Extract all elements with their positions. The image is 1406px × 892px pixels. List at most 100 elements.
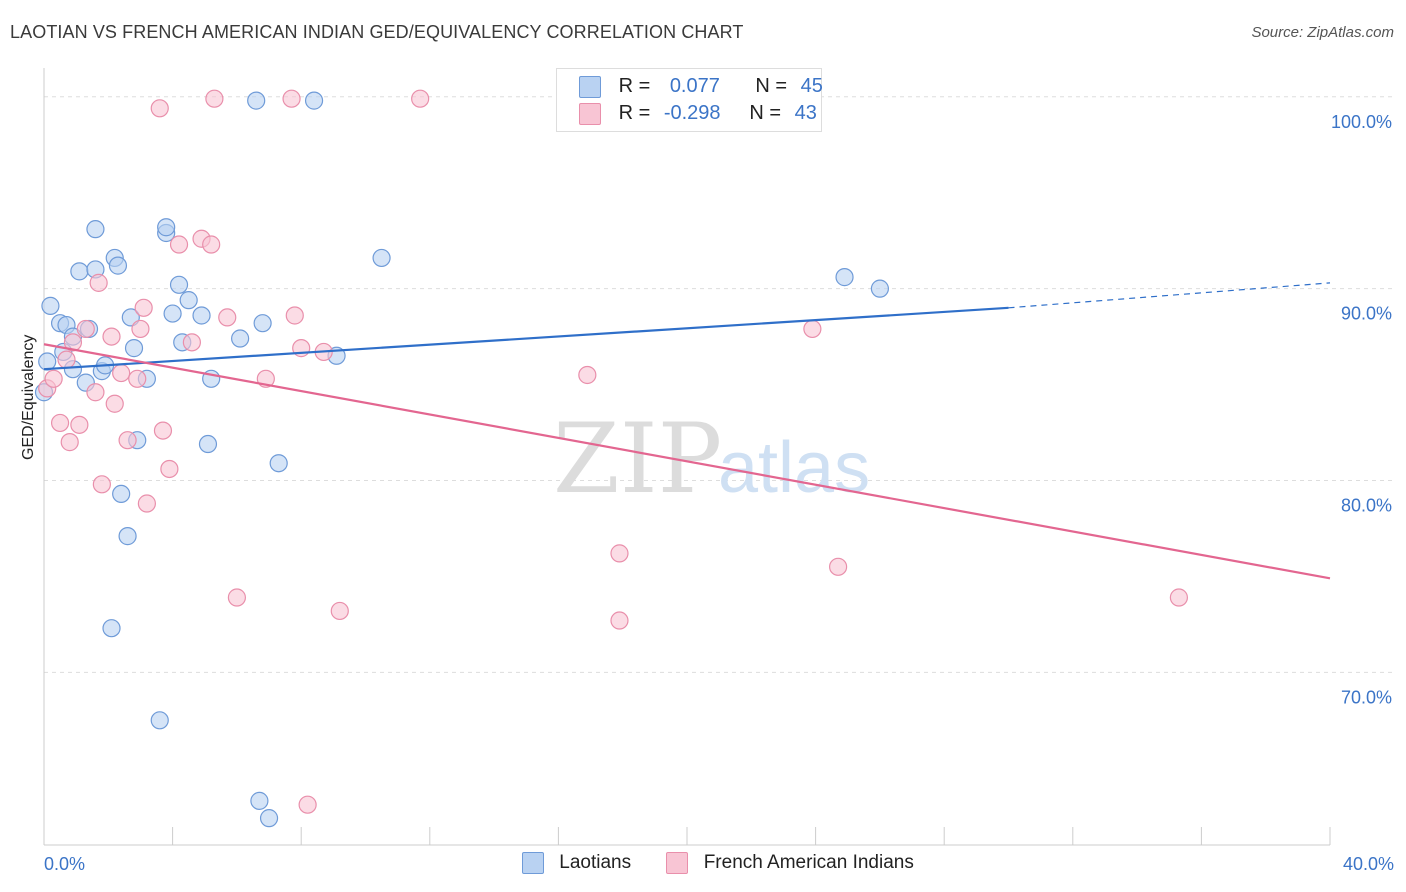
laotian-point — [124, 339, 144, 358]
french-american-indian-point — [86, 383, 105, 402]
laotian-point — [192, 306, 211, 325]
french-american-indian-point — [50, 413, 70, 433]
laotian-point — [198, 434, 218, 454]
laotian-point — [102, 619, 121, 638]
x-tick-label: 0.0% — [44, 854, 85, 874]
french-american-indian-point — [330, 601, 349, 621]
series-legend-laotians[interactable]: Laotians — [522, 852, 631, 874]
legend-r-value-laotians: 0.077 — [669, 75, 720, 98]
laotian-point — [70, 262, 89, 281]
french-american-indian-point — [118, 431, 137, 450]
french-american-indian-point — [205, 89, 224, 108]
source-credit: Source: ZipAtlas.com — [1251, 24, 1394, 41]
correlation-legend: R = 0.077 N = 45 R = -0.298 N = 43 — [556, 68, 823, 132]
series-legend: Laotians French American Indians — [522, 852, 944, 874]
french-american-indians-legend-swatch-icon — [666, 852, 689, 874]
french-american-indian-point — [285, 306, 304, 325]
laotian-point — [259, 809, 279, 828]
laotian-point — [247, 91, 266, 110]
laotians-legend-swatch-icon — [522, 852, 544, 874]
french-american-indians-swatch-icon — [579, 102, 601, 125]
french-american-indian-point — [218, 308, 237, 327]
laotian-point — [231, 329, 250, 348]
french-american-indian-point — [63, 333, 83, 352]
laotians-trendline-extension — [1008, 282, 1331, 309]
french-american-indian-point — [134, 298, 153, 317]
french-american-indian-point — [227, 588, 246, 607]
laotian-point — [835, 268, 854, 287]
laotian-point — [304, 91, 324, 110]
french-american-indian-point — [610, 611, 629, 630]
laotian-point — [870, 279, 890, 298]
french-american-indian-point — [112, 363, 131, 383]
y-axis-title-wrap: GED/Equivalency — [20, 335, 38, 460]
legend-n-value-laotians: 45 — [800, 75, 823, 98]
french-american-indian-point — [153, 421, 173, 440]
french-american-indian-point — [610, 544, 629, 563]
laotian-point — [112, 484, 131, 504]
x-tick-label: 40.0% — [1343, 854, 1394, 874]
legend-n-label: N = — [749, 102, 782, 125]
french-american-indian-point — [60, 433, 79, 452]
french-american-indian-point — [829, 557, 848, 576]
series-legend-french-american-indians-label: French American Indians — [703, 852, 914, 873]
french-american-indian-point — [89, 273, 108, 292]
legend-r-label: R = — [618, 75, 651, 98]
laotian-point — [108, 256, 128, 275]
legend-n-value-french-american-indians: 43 — [794, 102, 817, 125]
french-american-indian-point — [44, 369, 63, 388]
french-american-indian-point — [137, 494, 156, 513]
french-american-indian-point — [160, 459, 179, 479]
axis-layer — [43, 68, 1331, 846]
french-american-indian-point — [92, 475, 111, 494]
legend-row-french-american-indians: R = -0.298 N = 43 — [579, 102, 817, 126]
watermark-atlas: atlas — [718, 428, 870, 508]
french-american-indian-point — [282, 89, 301, 108]
series-legend-french-american-indians[interactable]: French American Indians — [666, 852, 914, 874]
trend-layer — [43, 282, 1331, 580]
legend-r-value-french-american-indians: -0.298 — [663, 102, 721, 125]
y-tick-label: 100.0% — [1331, 112, 1392, 132]
laotian-point — [41, 296, 60, 315]
series-legend-laotians-label: Laotians — [559, 852, 632, 873]
y-tick-label: 70.0% — [1341, 687, 1392, 707]
laotian-point — [86, 220, 105, 239]
chart-title: LAOTIAN VS FRENCH AMERICAN INDIAN GED/EQ… — [10, 22, 744, 42]
french-american-indian-point — [169, 235, 189, 254]
french-american-indian-point — [131, 319, 150, 339]
french-american-indian-point — [70, 415, 89, 434]
y-tick-label: 80.0% — [1341, 495, 1392, 515]
legend-n-label: N = — [755, 75, 788, 98]
french-american-indian-point — [76, 319, 95, 339]
french-american-indian-point — [182, 333, 201, 352]
grid-layer — [44, 96, 1392, 673]
french-american-indian-point — [578, 365, 597, 385]
legend-row-laotians: R = 0.077 N = 45 — [579, 75, 823, 99]
laotian-point — [118, 527, 137, 546]
french-american-indian-point — [57, 350, 76, 369]
laotian-point — [157, 218, 176, 237]
laotian-point — [38, 352, 57, 371]
laotian-point — [269, 454, 288, 473]
laotian-point — [163, 304, 182, 323]
french-american-indian-point — [202, 235, 221, 254]
french-american-indian-point — [1169, 588, 1188, 607]
y-axis-title: GED/Equivalency — [20, 334, 37, 460]
watermark-zip: ZIP — [553, 403, 722, 515]
watermark: ZIP atlas — [553, 403, 870, 515]
french-american-indian-point — [803, 319, 822, 339]
french-american-indian-point — [298, 795, 317, 814]
laotian-point — [169, 275, 189, 294]
french-american-indians-trendline — [43, 343, 1331, 580]
french-american-indian-point — [105, 394, 124, 413]
laotians-trendline — [43, 306, 1009, 371]
laotian-point — [250, 791, 269, 810]
french-american-indian-point — [102, 327, 121, 346]
legend-r-label: R = — [618, 102, 651, 125]
y-tick-label: 90.0% — [1341, 304, 1392, 324]
laotian-point — [179, 291, 198, 310]
laotian-point — [150, 711, 169, 730]
laotian-point — [253, 314, 272, 333]
laotians-swatch-icon — [579, 75, 601, 98]
